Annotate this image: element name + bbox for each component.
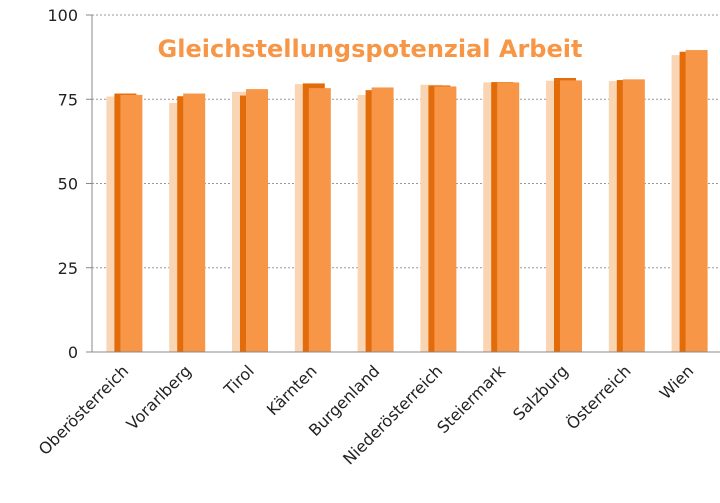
x-tick-label: Vorarlberg: [123, 361, 195, 433]
chart-title: Gleichstellungspotenzial Arbeit: [158, 35, 583, 63]
bar: [685, 50, 708, 352]
bar: [434, 86, 457, 352]
bar: [560, 80, 582, 353]
y-tick-label: 75: [58, 90, 78, 109]
y-tick-label: 25: [58, 259, 78, 278]
x-tick-label: Oberösterreich: [35, 361, 132, 458]
x-tick-label: Österreich: [563, 361, 635, 433]
y-tick-label: 100: [47, 6, 78, 25]
x-tick-label: Kärnten: [263, 361, 321, 419]
bar: [246, 89, 268, 352]
x-tick-label: Steiermark: [433, 361, 509, 437]
bar: [308, 88, 331, 352]
y-tick-label: 50: [58, 175, 78, 194]
y-tick-label: 0: [68, 343, 78, 362]
x-tick-label: Tirol: [220, 361, 258, 399]
bar: [622, 79, 645, 352]
bar: [497, 82, 520, 353]
bar: [183, 93, 206, 353]
x-tick-label: Salzburg: [509, 361, 572, 424]
bar: [120, 94, 143, 352]
x-tick-label: Wien: [656, 361, 698, 403]
bar: [371, 87, 394, 352]
